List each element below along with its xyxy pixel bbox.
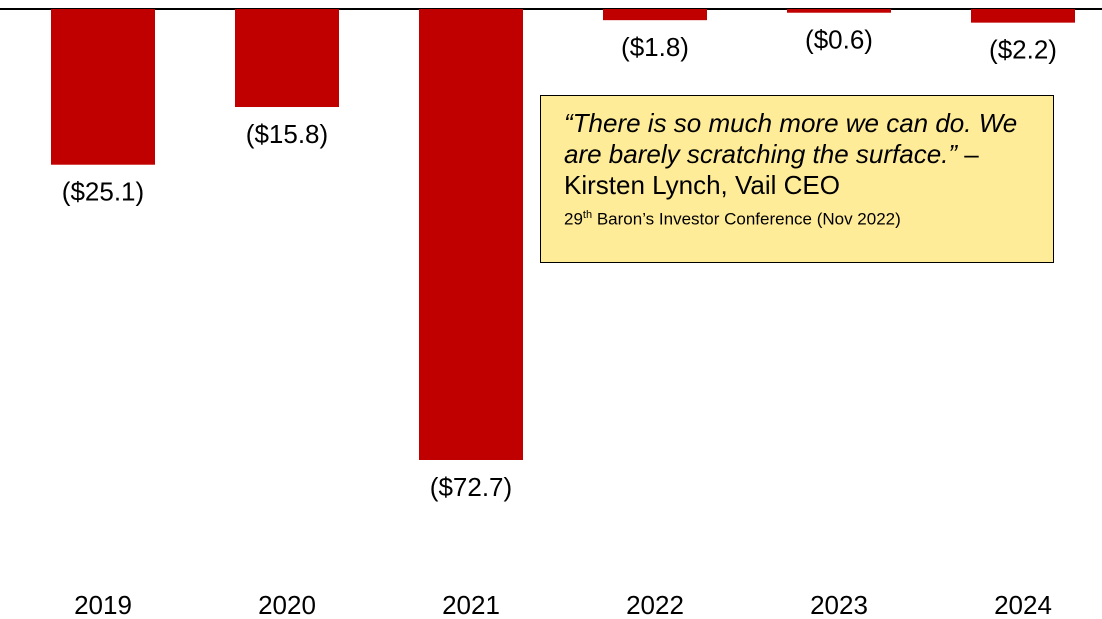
x-tick-2022: 2022	[626, 590, 684, 619]
bar-2022	[603, 9, 707, 21]
x-tick-2021: 2021	[442, 590, 500, 619]
bar-value-label-2019: ($25.1)	[62, 177, 144, 207]
quote-main: “There is so much more we can do. We are…	[564, 108, 1039, 201]
quote-attribution: – Kirsten Lynch, Vail CEO	[564, 139, 979, 200]
bar-value-labels: ($25.1) ($15.8) ($72.7) ($1.8) ($0.6) ($2.2)	[62, 25, 1057, 502]
bar-2021	[419, 9, 523, 460]
bar-2019	[51, 9, 155, 165]
bar-2023	[787, 9, 891, 13]
bar-value-label-2021: ($72.7)	[430, 472, 512, 502]
x-tick-2023: 2023	[810, 590, 868, 619]
source-ordinal-suffix: th	[582, 209, 593, 221]
x-axis-tick-labels: 2019 2020 2021 2022 2023 2024	[74, 590, 1052, 619]
quote-text: “There is so much more we can do. We are…	[564, 108, 1018, 169]
bars	[51, 9, 1075, 460]
bar-value-label-2024: ($2.2)	[989, 35, 1057, 65]
bar-2020	[235, 9, 339, 108]
source-text: Baron’s Investor Conference (Nov 2022)	[592, 209, 901, 229]
quote-source: 29th Baron’s Investor Conference (Nov 20…	[564, 205, 1039, 230]
ceo-quote-box: “There is so much more we can do. We are…	[540, 95, 1054, 263]
bar-value-label-2023: ($0.6)	[805, 25, 873, 55]
x-tick-2020: 2020	[258, 590, 316, 619]
source-ordinal: 29	[564, 209, 583, 229]
bar-value-label-2020: ($15.8)	[246, 119, 328, 149]
x-tick-2024: 2024	[994, 590, 1052, 619]
x-tick-2019: 2019	[74, 590, 132, 619]
bar-2024	[971, 9, 1075, 23]
bar-value-label-2022: ($1.8)	[621, 32, 689, 62]
